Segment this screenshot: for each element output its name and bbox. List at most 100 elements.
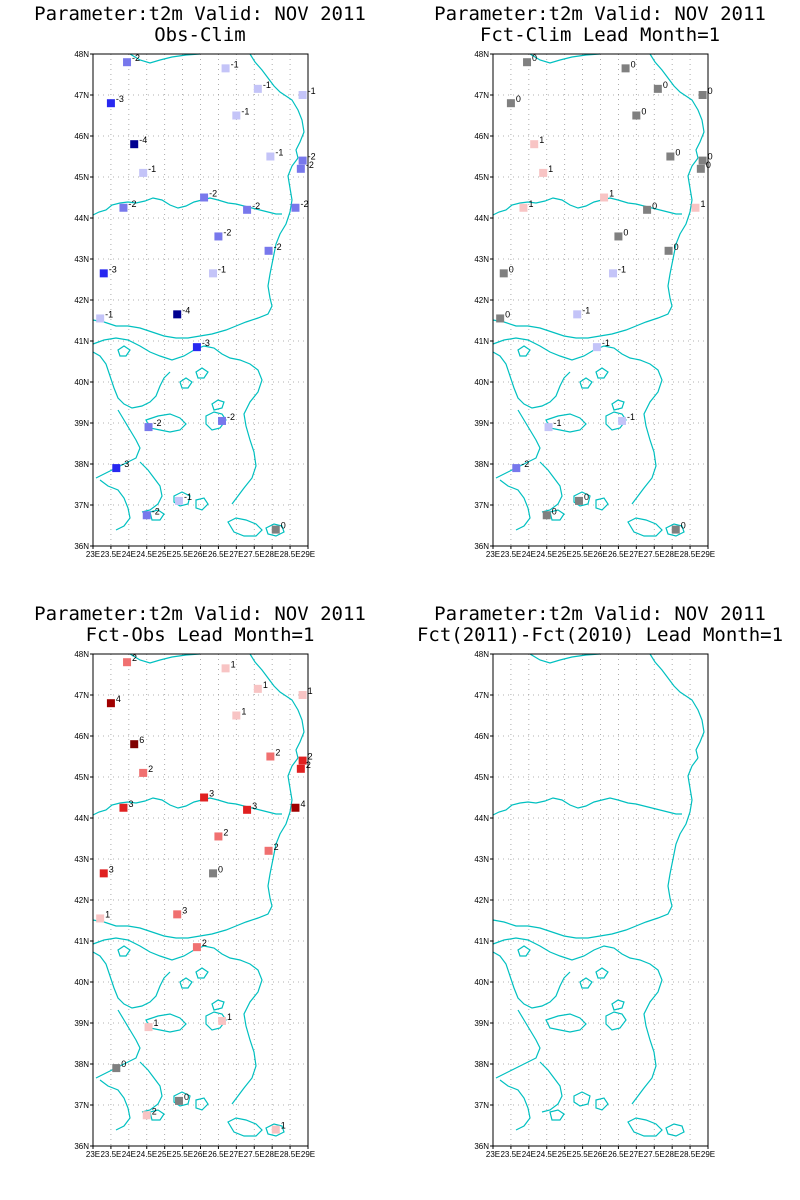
- station-value-label: 0: [532, 53, 537, 63]
- station-marker: [621, 64, 630, 73]
- station-marker: [696, 164, 705, 173]
- coastline: [117, 345, 131, 357]
- station-value-label: 0: [623, 227, 628, 237]
- station-marker: [99, 869, 108, 878]
- coastline: [139, 461, 163, 513]
- station-value-label: 2: [132, 653, 137, 663]
- station-marker: [632, 111, 641, 120]
- lon-tick-label: 26E: [593, 550, 607, 559]
- station-marker: [142, 1111, 151, 1120]
- lon-tick-label: 24.5E: [536, 550, 557, 559]
- lat-tick-label: 40N: [474, 378, 489, 387]
- station-marker: [175, 496, 183, 505]
- lat-tick-label: 41N: [474, 337, 489, 346]
- station-value-label: 0: [708, 152, 713, 162]
- station-marker: [119, 203, 128, 212]
- lat-tick-label: 42N: [474, 296, 489, 305]
- lat-tick-label: 48N: [474, 50, 489, 59]
- lat-tick-label: 46N: [474, 732, 489, 741]
- lat-tick-label: 42N: [74, 896, 89, 905]
- station-marker: [671, 525, 680, 534]
- station-value-label: 3: [128, 799, 133, 809]
- lon-tick-label: 26E: [593, 1150, 607, 1159]
- station-value-label: 1: [281, 1121, 286, 1131]
- station-value-label: -2: [152, 506, 160, 516]
- station-marker: [200, 793, 209, 802]
- station-value-label: 0: [184, 1092, 189, 1102]
- coastline: [265, 523, 285, 537]
- station-value-label: 3: [209, 789, 214, 799]
- panel-subtitle: Fct-Obs Lead Month=1: [85, 624, 315, 646]
- coastline: [539, 461, 563, 513]
- station-marker: [221, 664, 230, 673]
- lat-tick-label: 48N: [74, 650, 89, 659]
- station-value-label: -1: [627, 412, 635, 422]
- coastline: [195, 497, 209, 511]
- coastline: [92, 797, 282, 816]
- grid-lines: [493, 654, 708, 1146]
- station-value-label: 3: [182, 905, 187, 915]
- station-value-label: 1: [308, 686, 313, 696]
- station-marker: [96, 914, 105, 923]
- station-value-label: 0: [652, 201, 657, 211]
- lat-tick-label: 40N: [474, 978, 489, 987]
- coastline: [665, 1123, 685, 1137]
- coastline: [95, 1009, 141, 1079]
- coastline: [149, 509, 165, 521]
- lat-tick-label: 43N: [474, 855, 489, 864]
- station-marker: [298, 756, 307, 765]
- lon-tick-label: 27E: [229, 550, 243, 559]
- station-value-label: 1: [548, 164, 553, 174]
- grid-lines: [93, 54, 308, 546]
- station-value-label: -1: [582, 305, 590, 315]
- lon-tick-label: 23E: [486, 1150, 500, 1159]
- station-value-label: 0: [281, 521, 286, 531]
- lon-tick-label: 24E: [522, 1150, 536, 1159]
- coastline: [129, 53, 201, 64]
- coastline: [499, 1079, 531, 1131]
- coastline: [549, 1109, 565, 1121]
- lat-tick-label: 38N: [474, 1060, 489, 1069]
- station-value-label: 1: [241, 707, 246, 717]
- coastline: [539, 1061, 563, 1113]
- coastline: [149, 1109, 165, 1121]
- station-marker: [232, 111, 241, 120]
- lat-tick-label: 40N: [74, 378, 89, 387]
- station-value-label: 0: [552, 506, 557, 516]
- station-value-label: 4: [300, 799, 305, 809]
- coastline: [179, 977, 193, 989]
- station-marker: [106, 99, 115, 108]
- station-value-label: -1: [231, 59, 239, 69]
- lon-tick-label: 29E: [701, 550, 715, 559]
- lat-tick-label: 48N: [474, 650, 489, 659]
- station-marker: [296, 164, 305, 173]
- coastline: [492, 197, 682, 216]
- station-marker: [99, 269, 108, 278]
- station-marker: [232, 711, 241, 720]
- station-value-label: 0: [681, 521, 686, 531]
- station-marker: [173, 310, 182, 319]
- grid-lines: [93, 654, 308, 1146]
- station-value-label: 2: [274, 842, 279, 852]
- station-marker: [698, 91, 707, 99]
- station-marker: [119, 803, 128, 812]
- coastline: [649, 53, 705, 159]
- lon-tick-label: 27.5E: [644, 1150, 665, 1159]
- station-value-label: 1: [539, 135, 544, 145]
- station-value-label: 1: [609, 189, 614, 199]
- lat-tick-label: 38N: [74, 1060, 89, 1069]
- station-marker: [544, 423, 553, 432]
- station-value-label: 1: [528, 199, 533, 209]
- coastline: [145, 413, 187, 433]
- station-marker: [266, 152, 275, 161]
- coastline: [492, 157, 699, 339]
- lon-tick-label: 27.5E: [244, 550, 265, 559]
- station-marker: [523, 58, 532, 67]
- coastline: [579, 977, 593, 989]
- station-marker: [112, 1064, 121, 1073]
- map-panel-fct-diff: Parameter:t2m Valid: NOV 2011 Fct(2011)-…: [400, 600, 800, 1200]
- lat-tick-label: 45N: [74, 773, 89, 782]
- station-marker: [643, 205, 652, 214]
- lon-tick-label: 28E: [665, 1150, 679, 1159]
- lon-tick-label: 28.5E: [280, 1150, 301, 1159]
